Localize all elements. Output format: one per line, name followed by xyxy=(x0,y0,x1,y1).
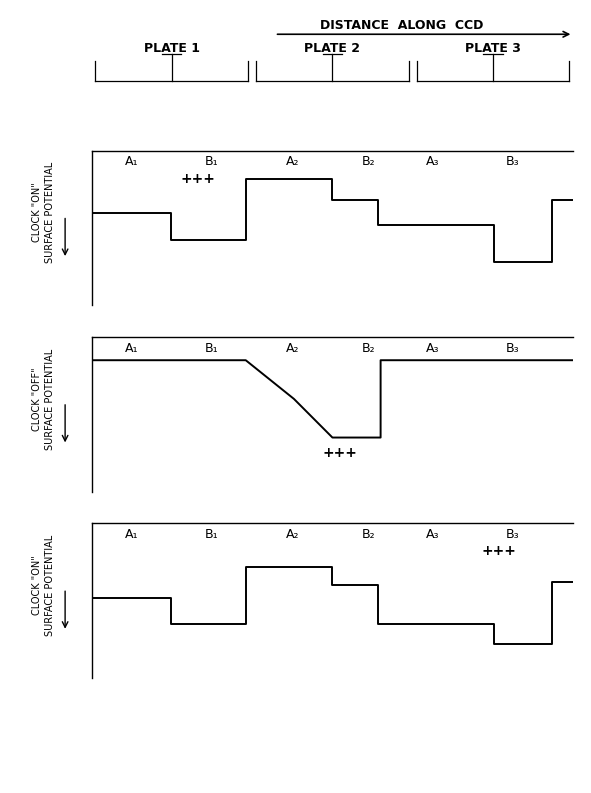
Text: +++: +++ xyxy=(322,446,357,460)
Text: B₂: B₂ xyxy=(362,342,375,354)
Text: A₂: A₂ xyxy=(285,342,299,354)
Text: +++: +++ xyxy=(481,544,516,558)
Text: CLOCK "ON"
SURFACE POTENTIAL: CLOCK "ON" SURFACE POTENTIAL xyxy=(32,534,55,636)
Text: B₂: B₂ xyxy=(362,528,375,541)
Text: B₂: B₂ xyxy=(362,155,375,168)
Text: B₃: B₃ xyxy=(506,155,520,168)
Text: B₃: B₃ xyxy=(506,528,520,541)
Text: A₃: A₃ xyxy=(426,528,439,541)
Text: A₁: A₁ xyxy=(125,342,138,354)
Text: A₃: A₃ xyxy=(426,342,439,354)
Text: A₁: A₁ xyxy=(125,155,138,168)
Text: B₁: B₁ xyxy=(205,528,219,541)
Text: B₁: B₁ xyxy=(205,155,219,168)
Text: CLOCK "OFF"
SURFACE POTENTIAL: CLOCK "OFF" SURFACE POTENTIAL xyxy=(32,348,55,450)
Text: B₃: B₃ xyxy=(506,342,520,354)
Text: PLATE 3: PLATE 3 xyxy=(465,42,521,55)
Text: PLATE 2: PLATE 2 xyxy=(304,42,361,55)
Text: CLOCK "ON"
SURFACE POTENTIAL: CLOCK "ON" SURFACE POTENTIAL xyxy=(32,162,55,263)
Text: A₁: A₁ xyxy=(125,528,138,541)
Text: +++: +++ xyxy=(180,171,215,186)
Text: A₂: A₂ xyxy=(285,528,299,541)
Text: B₁: B₁ xyxy=(205,342,219,354)
Text: DISTANCE  ALONG  CCD: DISTANCE ALONG CCD xyxy=(320,19,483,32)
Text: A₃: A₃ xyxy=(426,155,439,168)
Text: PLATE 1: PLATE 1 xyxy=(144,42,200,55)
Text: A₂: A₂ xyxy=(285,155,299,168)
